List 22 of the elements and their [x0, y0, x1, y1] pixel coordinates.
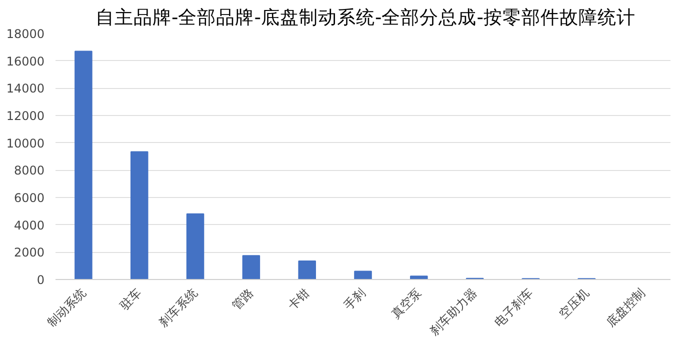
x-tick-label: 制动系统	[44, 286, 88, 330]
x-tick-label: 刹车系统	[156, 286, 200, 330]
x-tick-label: 底盘控制	[604, 286, 648, 330]
y-tick-label: 6000	[14, 191, 45, 205]
x-tick-label: 真空泵	[388, 286, 424, 321]
y-tick-label: 14000	[6, 82, 45, 96]
y-tick-label: 16000	[6, 54, 45, 68]
y-tick-label: 2000	[14, 246, 45, 260]
x-tick-label: 空压机	[556, 286, 592, 321]
x-tick-label: 管路	[229, 286, 256, 312]
x-tick-label: 驻车	[117, 286, 144, 312]
x-tick-label: 刹车助力器	[427, 286, 480, 338]
y-tick-label: 10000	[6, 136, 45, 150]
x-tick-label: 卡钳	[285, 286, 312, 312]
y-tick-label: 8000	[14, 164, 45, 178]
x-tick-label: 手刹	[341, 286, 368, 312]
y-tick-label: 0	[36, 273, 45, 287]
x-tick-label: 电子刹车	[492, 286, 536, 330]
y-tick-label: 18000	[6, 27, 45, 41]
y-tick-label: 12000	[6, 109, 45, 123]
chart-title: 自主品牌-全部品牌-底盘制动系统-全部分总成-按零部件故障统计	[96, 6, 636, 28]
y-tick-label: 4000	[14, 218, 45, 232]
